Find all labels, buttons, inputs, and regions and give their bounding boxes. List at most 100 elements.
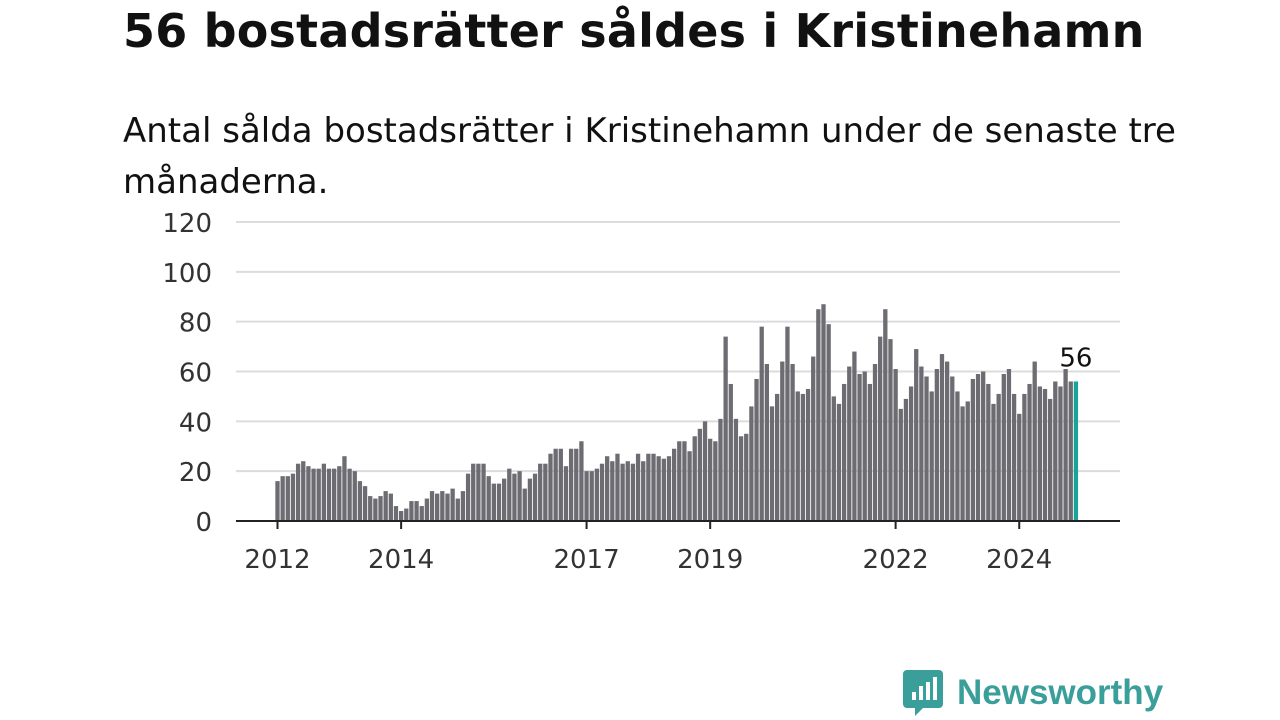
- bar: [713, 441, 718, 521]
- bar: [620, 463, 625, 521]
- bar: [764, 364, 769, 521]
- x-tick-label: 2014: [368, 545, 434, 575]
- bar: [610, 461, 615, 521]
- bar: [476, 463, 481, 521]
- bar: [708, 438, 713, 521]
- bar: [337, 466, 342, 521]
- chart-title: 56 bostadsrätter såldes i Kristinehamn: [123, 4, 1145, 58]
- bar: [774, 393, 780, 521]
- bar: [656, 456, 661, 521]
- bar: [805, 388, 811, 521]
- bar: [404, 508, 409, 521]
- bar: [908, 386, 914, 521]
- bar: [965, 401, 970, 521]
- bars: [275, 304, 1079, 521]
- bar: [501, 478, 507, 521]
- bar: [847, 366, 852, 521]
- bar: [800, 393, 806, 521]
- bar: [429, 491, 435, 521]
- bar: [605, 456, 610, 521]
- bar: [1058, 386, 1063, 521]
- bar: [1017, 413, 1022, 521]
- bar: [1063, 369, 1068, 521]
- bar: [316, 468, 321, 521]
- bar: [981, 371, 986, 521]
- bar: [950, 376, 955, 521]
- bar: [677, 441, 682, 521]
- bar: [1001, 373, 1006, 521]
- bar: [862, 371, 867, 521]
- bar: [584, 471, 589, 521]
- bar: [641, 461, 646, 521]
- bar: [646, 453, 651, 521]
- bar: [368, 496, 373, 521]
- bar: [579, 441, 584, 521]
- bar: [347, 468, 352, 521]
- bar: [723, 336, 728, 521]
- bar: [702, 421, 708, 521]
- bar: [357, 481, 363, 521]
- bar: [682, 441, 687, 521]
- bar: [527, 478, 533, 521]
- bar: [831, 396, 836, 521]
- bar: [306, 466, 311, 521]
- bar: [697, 428, 703, 521]
- bar: [543, 463, 548, 521]
- x-tick-label: 2024: [986, 545, 1052, 575]
- bar: [342, 456, 347, 521]
- bar: [383, 491, 388, 521]
- bar: [362, 486, 368, 521]
- bar: [883, 309, 888, 521]
- bar: [532, 473, 538, 521]
- bar: [630, 463, 636, 521]
- data-labels: 56: [1059, 343, 1092, 373]
- newsworthy-logo: Newsworthy: [903, 670, 1163, 716]
- bar: [1053, 381, 1058, 521]
- bar: [440, 491, 445, 521]
- bar: [599, 463, 605, 521]
- bar: [903, 398, 909, 521]
- y-tick-label: 80: [179, 309, 212, 339]
- bar: [733, 418, 739, 521]
- bar: [738, 436, 744, 521]
- bar: [728, 383, 733, 521]
- bar: [661, 458, 666, 521]
- bar: [785, 326, 790, 521]
- bar: [955, 391, 960, 521]
- bar: [996, 393, 1001, 521]
- bar: [538, 463, 543, 521]
- y-axis-ticks: 0 20 40 60 80 100 120: [162, 209, 212, 538]
- bar: [553, 448, 558, 521]
- bar: [826, 324, 831, 521]
- bar: [471, 463, 476, 521]
- bar: [1068, 381, 1073, 521]
- bar: [1032, 361, 1037, 521]
- bar: [1037, 386, 1042, 521]
- bar: [759, 326, 764, 521]
- y-tick-label: 20: [179, 458, 212, 488]
- bar: [718, 418, 723, 521]
- bar: [522, 488, 527, 521]
- bar: [1027, 383, 1032, 521]
- bar: [465, 473, 471, 521]
- x-tick-label: 2017: [553, 545, 619, 575]
- bar: [790, 364, 795, 521]
- x-tick-label: 2012: [244, 545, 310, 575]
- bar: [275, 481, 280, 521]
- bar: [780, 361, 785, 521]
- last-value-label: 56: [1059, 343, 1092, 373]
- y-tick-label: 0: [195, 508, 212, 538]
- bar: [285, 476, 290, 521]
- bar: [666, 456, 672, 521]
- bar: [944, 361, 950, 521]
- bar: [939, 354, 945, 521]
- bar: [816, 309, 821, 521]
- bar: [929, 391, 934, 521]
- bar: [435, 493, 440, 521]
- bar: [914, 349, 919, 521]
- brand-name: Newsworthy: [957, 673, 1164, 712]
- bar: [398, 511, 404, 521]
- bar: [671, 448, 677, 521]
- bar: [975, 373, 981, 521]
- bar: [517, 471, 522, 521]
